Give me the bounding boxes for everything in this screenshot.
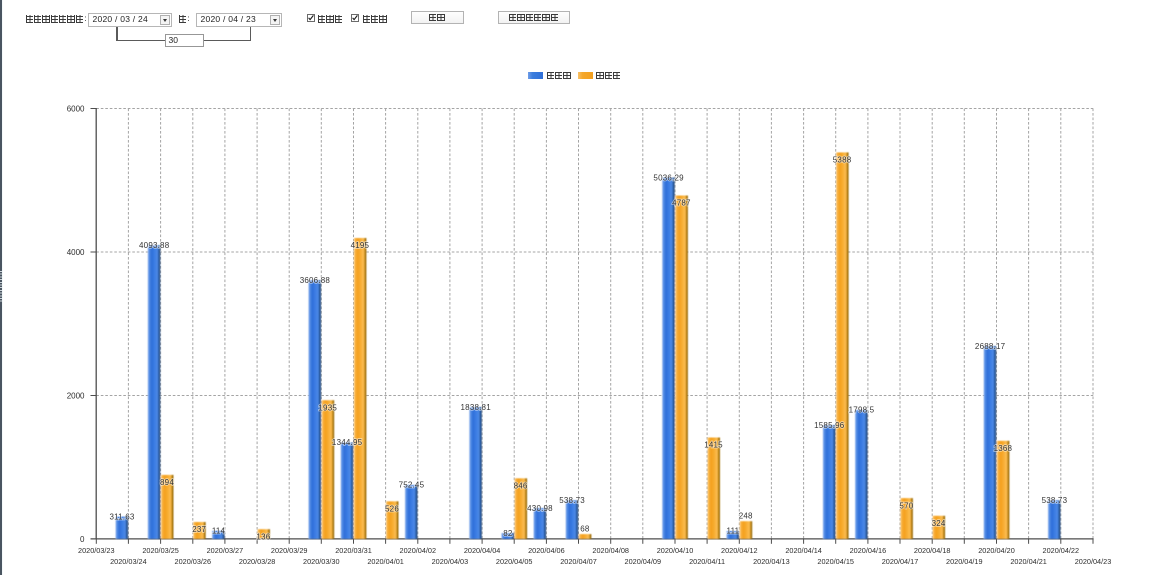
svg-text:237: 237 — [192, 525, 206, 534]
svg-text:2020/03/30: 2020/03/30 — [303, 557, 340, 566]
svg-text:2020/04/21: 2020/04/21 — [1010, 557, 1047, 566]
svg-text:2020/04/05: 2020/04/05 — [496, 557, 533, 566]
svg-text:4000: 4000 — [67, 248, 85, 257]
svg-text:1838.81: 1838.81 — [461, 403, 492, 412]
svg-text:111: 111 — [727, 527, 740, 536]
svg-text:1344.95: 1344.95 — [332, 438, 363, 447]
svg-text:2020/04/03: 2020/04/03 — [432, 557, 469, 566]
svg-text:1935: 1935 — [318, 403, 337, 412]
svg-text:2020/04/17: 2020/04/17 — [882, 557, 919, 566]
svg-text:4787: 4787 — [672, 199, 691, 208]
svg-text:2020/04/19: 2020/04/19 — [946, 557, 983, 566]
svg-text:538.73: 538.73 — [559, 496, 585, 505]
svg-text:68: 68 — [580, 524, 590, 533]
svg-text:1798.5: 1798.5 — [849, 406, 875, 415]
svg-text:2020/04/02: 2020/04/02 — [400, 546, 437, 555]
svg-text:2020/03/24: 2020/03/24 — [110, 557, 147, 566]
svg-text:2020/04/10: 2020/04/10 — [657, 546, 694, 555]
svg-text:2020/04/06: 2020/04/06 — [528, 546, 565, 555]
svg-text:6000: 6000 — [67, 104, 85, 113]
svg-text:846: 846 — [514, 482, 528, 491]
svg-text:2020/04/20: 2020/04/20 — [978, 546, 1015, 555]
svg-text:2020/03/29: 2020/03/29 — [271, 546, 308, 555]
svg-text:82: 82 — [503, 529, 513, 538]
svg-text:2020/04/04: 2020/04/04 — [464, 546, 501, 555]
svg-text:136: 136 — [256, 532, 270, 541]
svg-text:0: 0 — [80, 535, 85, 544]
svg-text:2020/04/14: 2020/04/14 — [785, 546, 822, 555]
svg-text:324: 324 — [932, 519, 946, 528]
svg-text:2020/04/11: 2020/04/11 — [689, 557, 725, 566]
svg-text:3606.88: 3606.88 — [300, 276, 331, 285]
svg-text:538.73: 538.73 — [1042, 496, 1068, 505]
svg-text:2020/03/25: 2020/03/25 — [142, 546, 179, 555]
svg-text:4093.88: 4093.88 — [139, 241, 170, 250]
svg-text:2020/04/13: 2020/04/13 — [753, 557, 790, 566]
svg-text:2020/03/31: 2020/03/31 — [335, 546, 372, 555]
svg-text:752.45: 752.45 — [399, 481, 425, 490]
svg-text:2020/04/12: 2020/04/12 — [721, 546, 758, 555]
svg-text:526: 526 — [385, 505, 399, 514]
svg-text:2020/03/28: 2020/03/28 — [239, 557, 276, 566]
svg-text:2020/04/09: 2020/04/09 — [625, 557, 662, 566]
svg-text:2020/03/26: 2020/03/26 — [175, 557, 212, 566]
svg-text:894: 894 — [160, 478, 174, 487]
svg-text:2688.17: 2688.17 — [975, 342, 1006, 351]
svg-text:2020/03/23: 2020/03/23 — [78, 546, 115, 555]
svg-text:2020/04/01: 2020/04/01 — [367, 557, 404, 566]
svg-text:248: 248 — [739, 511, 753, 520]
svg-text:2020/04/22: 2020/04/22 — [1043, 546, 1080, 555]
svg-text:2020/04/15: 2020/04/15 — [817, 557, 854, 566]
svg-text:5388: 5388 — [833, 156, 852, 165]
svg-text:2000: 2000 — [67, 391, 85, 400]
svg-text:2020/04/23: 2020/04/23 — [1075, 557, 1112, 566]
svg-text:2020/04/07: 2020/04/07 — [560, 557, 597, 566]
svg-text:2020/03/27: 2020/03/27 — [207, 546, 244, 555]
svg-text:1585.96: 1585.96 — [814, 421, 845, 430]
svg-text:2020/04/08: 2020/04/08 — [592, 546, 629, 555]
svg-text:4195: 4195 — [351, 241, 370, 250]
svg-text:430.98: 430.98 — [527, 504, 553, 513]
svg-text:5036.29: 5036.29 — [653, 173, 684, 182]
svg-text:1368: 1368 — [994, 444, 1013, 453]
svg-text:2020/04/18: 2020/04/18 — [914, 546, 951, 555]
svg-text:1415: 1415 — [704, 441, 723, 450]
svg-text:114: 114 — [212, 527, 226, 536]
svg-text:311.63: 311.63 — [109, 512, 134, 521]
svg-text:570: 570 — [899, 501, 913, 510]
svg-text:2020/04/16: 2020/04/16 — [850, 546, 887, 555]
